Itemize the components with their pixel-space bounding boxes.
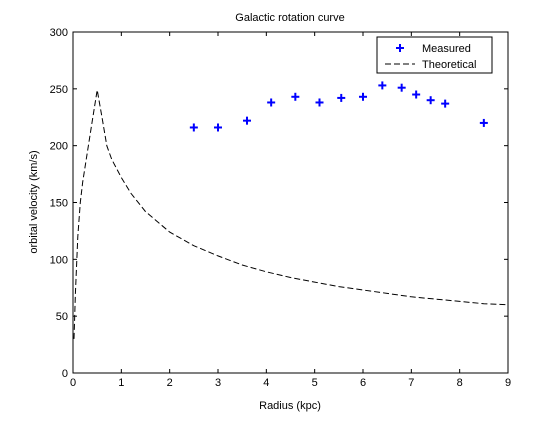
- data-point-marker: [359, 92, 367, 101]
- axis-ticks: 0 1 2 3 4 5 6 7 8 9 0 50 100 150 200 250 300: [50, 27, 511, 389]
- x-axis-label: Radius (kpc): [259, 400, 321, 412]
- x-tick-label: 3: [215, 377, 221, 389]
- legend-swatch-measured: [396, 44, 404, 52]
- x-tick-label: 6: [360, 377, 366, 389]
- data-point-marker: [337, 93, 346, 102]
- y-axis-label: orbital velocity (km/s): [28, 150, 40, 253]
- x-tick-label: 9: [505, 377, 511, 389]
- data-point-marker: [243, 116, 251, 125]
- data-point-marker: [426, 96, 435, 105]
- x-tick-label: 5: [312, 377, 318, 389]
- series-line-theoretical: [73, 89, 509, 339]
- plot-area: [73, 32, 508, 373]
- y-tick-label: 0: [62, 368, 68, 380]
- data-point-marker: [479, 118, 488, 127]
- data-point-marker: [397, 83, 406, 92]
- x-tick-label: 4: [263, 377, 269, 389]
- y-tick-label: 100: [50, 254, 68, 266]
- x-tick-label: 2: [167, 377, 173, 389]
- chart-marks: [73, 81, 509, 339]
- data-point-marker: [315, 98, 324, 107]
- y-tick-label: 50: [56, 311, 68, 323]
- x-tick-label: 7: [408, 377, 414, 389]
- data-point-marker: [441, 99, 450, 108]
- y-tick-label: 250: [50, 84, 68, 96]
- legend-label: Theoretical: [422, 59, 476, 71]
- y-tick-label: 200: [50, 141, 68, 153]
- legend: Measured Theoretical: [376, 36, 493, 74]
- data-point-marker: [214, 123, 222, 132]
- plot-frame: [72, 31, 509, 374]
- data-point-marker: [291, 92, 300, 101]
- data-point-marker: [267, 98, 276, 107]
- x-tick-label: 0: [70, 377, 76, 389]
- chart-title: Galactic rotation curve: [235, 12, 344, 24]
- data-point-marker: [412, 90, 421, 99]
- x-tick-label: 8: [457, 377, 463, 389]
- data-point-marker: [189, 123, 198, 132]
- x-tick-label: 1: [118, 377, 124, 389]
- y-tick-label: 300: [50, 27, 68, 39]
- legend-box: [376, 36, 493, 74]
- y-tick-label: 150: [50, 198, 68, 210]
- legend-label: Measured: [422, 43, 471, 55]
- data-point-marker: [378, 81, 387, 90]
